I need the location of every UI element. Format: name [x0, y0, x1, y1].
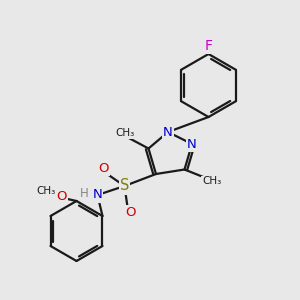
Text: CH₃: CH₃ — [115, 128, 134, 139]
Text: O: O — [125, 206, 136, 219]
Text: CH₃: CH₃ — [202, 176, 221, 187]
Text: H: H — [80, 187, 88, 200]
Text: F: F — [205, 39, 212, 52]
Text: N: N — [93, 188, 102, 202]
Text: O: O — [98, 161, 109, 175]
Text: N: N — [187, 137, 197, 151]
Text: S: S — [120, 178, 129, 194]
Text: N: N — [163, 125, 173, 139]
Text: CH₃: CH₃ — [37, 185, 56, 196]
Text: O: O — [56, 190, 67, 203]
